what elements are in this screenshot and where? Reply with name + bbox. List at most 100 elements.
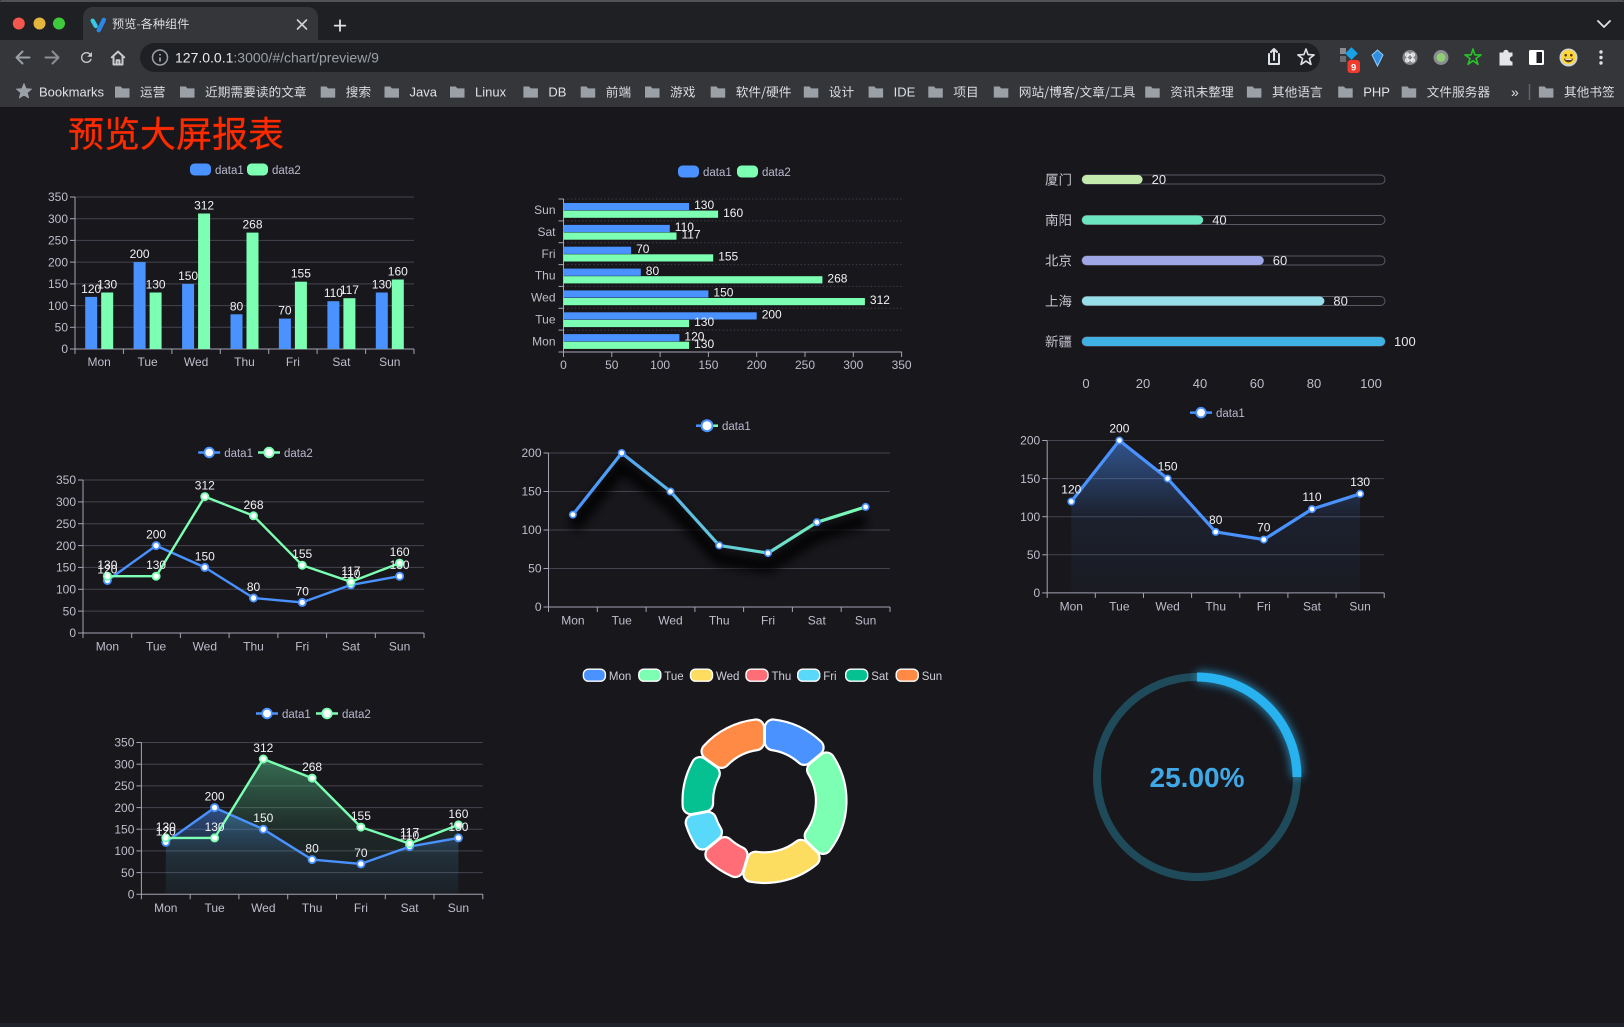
svg-text:312: 312 [253, 741, 273, 755]
svg-text:Sun: Sun [448, 901, 469, 915]
svg-text:Sun: Sun [389, 640, 410, 654]
svg-text:data1: data1 [215, 165, 244, 177]
svg-text:Wed: Wed [184, 355, 208, 369]
svg-text:data1: data1 [1216, 408, 1245, 420]
svg-text:110: 110 [400, 829, 419, 843]
svg-text:150: 150 [1158, 460, 1178, 474]
svg-text:268: 268 [242, 218, 262, 232]
svg-text:data2: data2 [272, 165, 301, 177]
svg-text:data1: data1 [282, 709, 311, 721]
svg-text:117: 117 [682, 228, 701, 242]
svg-text:130: 130 [694, 198, 714, 212]
svg-text:Mon: Mon [561, 614, 584, 628]
svg-text:Thu: Thu [243, 640, 264, 654]
svg-text:Bookmarks: Bookmarks [39, 85, 105, 100]
svg-text:Sat: Sat [871, 671, 889, 683]
svg-text:200: 200 [521, 446, 541, 460]
svg-text:60: 60 [1273, 253, 1287, 268]
svg-text:Java: Java [410, 85, 438, 100]
svg-text:Thu: Thu [772, 671, 792, 683]
svg-text:250: 250 [114, 779, 134, 793]
svg-text:Sun: Sun [534, 203, 555, 217]
svg-text:150: 150 [1020, 472, 1040, 486]
svg-text:150: 150 [253, 811, 273, 825]
svg-text:60: 60 [1250, 376, 1264, 391]
svg-text:Mon: Mon [88, 355, 111, 369]
svg-text:100: 100 [114, 844, 134, 858]
svg-text:Thu: Thu [234, 355, 255, 369]
svg-text:0: 0 [535, 600, 542, 614]
svg-text:100: 100 [48, 299, 68, 313]
svg-text:Thu: Thu [1205, 599, 1226, 613]
svg-text:200: 200 [146, 528, 166, 542]
svg-text:130: 130 [97, 558, 117, 572]
svg-text:PHP: PHP [1363, 85, 1390, 100]
svg-text:250: 250 [56, 517, 76, 531]
svg-text:Sat: Sat [401, 901, 420, 915]
svg-text:80: 80 [1307, 376, 1321, 391]
svg-text:Sat: Sat [1303, 599, 1322, 613]
svg-text:Tue: Tue [146, 640, 167, 654]
svg-text:110: 110 [324, 286, 343, 300]
svg-text:50: 50 [55, 321, 69, 335]
svg-text:130: 130 [146, 278, 166, 292]
svg-text:130: 130 [146, 558, 166, 572]
svg-text:300: 300 [56, 495, 76, 509]
svg-text:150: 150 [713, 286, 733, 300]
svg-text:120: 120 [81, 282, 101, 296]
svg-text:Sun: Sun [855, 614, 876, 628]
svg-text:70: 70 [278, 304, 292, 318]
svg-text:Mon: Mon [96, 640, 119, 654]
svg-text:100: 100 [1394, 334, 1416, 349]
svg-text:Linux: Linux [475, 85, 507, 100]
svg-text:100: 100 [521, 523, 541, 537]
svg-text:data2: data2 [342, 709, 371, 721]
svg-text:130: 130 [694, 337, 714, 351]
svg-text:Wed: Wed [1155, 599, 1179, 613]
svg-text:70: 70 [296, 584, 310, 598]
svg-text:200: 200 [1109, 422, 1129, 436]
svg-text:Wed: Wed [251, 901, 275, 915]
svg-text:80: 80 [247, 580, 261, 594]
svg-text:130: 130 [448, 820, 468, 834]
svg-text:100: 100 [1360, 376, 1382, 391]
svg-text:200: 200 [1020, 434, 1040, 448]
svg-text:Tue: Tue [535, 312, 556, 326]
svg-text:Wed: Wed [716, 671, 739, 683]
svg-text:Sat: Sat [332, 355, 351, 369]
svg-text:120: 120 [1061, 483, 1081, 497]
svg-text:Fri: Fri [1257, 599, 1271, 613]
svg-text:50: 50 [528, 562, 542, 576]
svg-text:0: 0 [560, 358, 567, 372]
svg-text:Tue: Tue [664, 671, 683, 683]
svg-text:150: 150 [195, 549, 215, 563]
svg-text:data1: data1 [703, 167, 732, 179]
svg-text:150: 150 [698, 358, 718, 372]
svg-text:130: 130 [205, 820, 225, 834]
svg-text:300: 300 [843, 358, 863, 372]
svg-text:Fri: Fri [286, 355, 300, 369]
svg-text:100: 100 [56, 583, 76, 597]
svg-text:Sun: Sun [922, 671, 942, 683]
svg-text:200: 200 [762, 308, 782, 322]
svg-text:160: 160 [390, 545, 410, 559]
svg-text:312: 312 [194, 199, 214, 213]
svg-text:70: 70 [354, 846, 368, 860]
svg-text:200: 200 [747, 358, 767, 372]
svg-text:127.0.0.1:3000/#/chart/preview: 127.0.0.1:3000/#/chart/preview/9 [175, 50, 379, 66]
svg-text:160: 160 [723, 206, 743, 220]
svg-text:120: 120 [156, 824, 176, 838]
svg-text:Thu: Thu [709, 614, 730, 628]
svg-text:80: 80 [1333, 294, 1347, 309]
svg-text:20: 20 [1136, 376, 1150, 391]
svg-text:350: 350 [114, 736, 134, 750]
svg-text:70: 70 [636, 242, 650, 256]
svg-text:100: 100 [650, 358, 670, 372]
svg-text:130: 130 [97, 278, 117, 292]
svg-text:110: 110 [1302, 490, 1321, 504]
svg-text:Mon: Mon [1060, 599, 1083, 613]
svg-text:250: 250 [795, 358, 815, 372]
svg-text:Mon: Mon [609, 671, 631, 683]
svg-text:300: 300 [48, 212, 68, 226]
svg-text:0: 0 [69, 626, 76, 640]
